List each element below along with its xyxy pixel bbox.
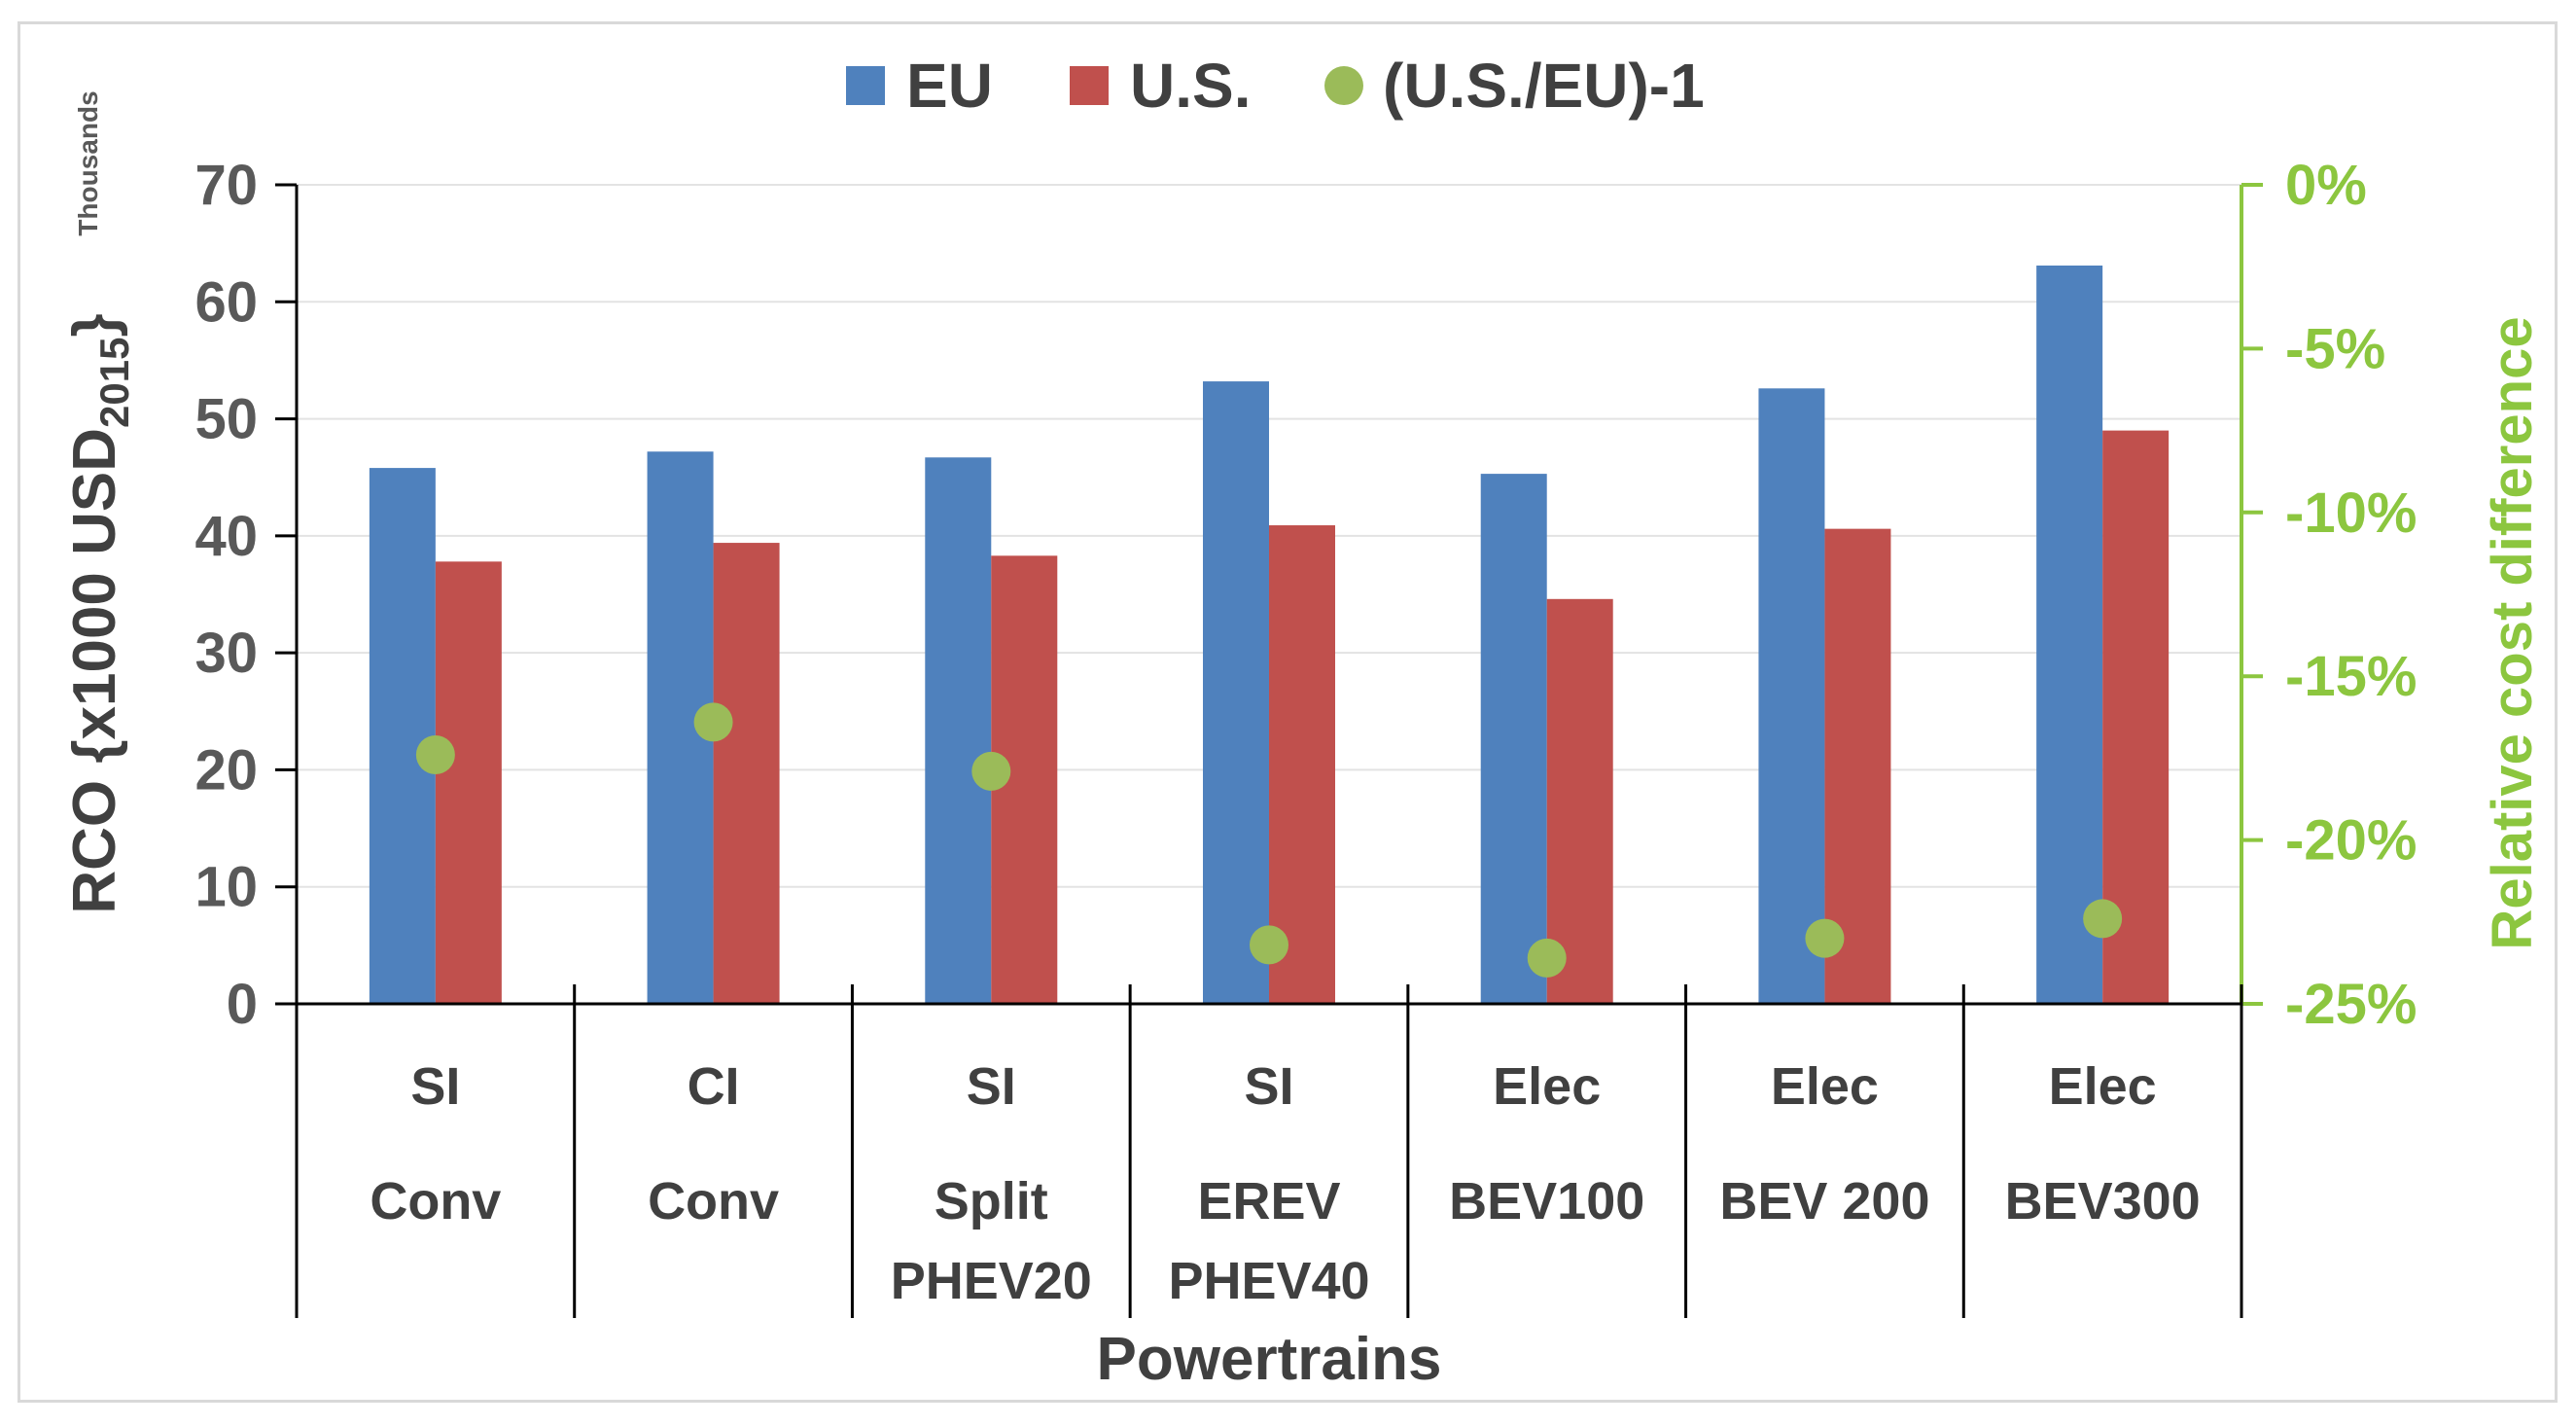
y-tick-label: 10: [194, 856, 258, 919]
category-label-line1: Elec: [1771, 1057, 1879, 1116]
y-tick-label: 70: [194, 154, 258, 217]
y-units-label: Thousands: [73, 90, 103, 235]
category-label-line2: Split: [935, 1172, 1048, 1230]
y-tick-label: 50: [194, 388, 258, 451]
y2-tick-label: -5%: [2285, 317, 2385, 380]
bar-us: [1269, 525, 1335, 1004]
category-label-line1: CI: [688, 1057, 740, 1116]
category-label-line1: SI: [967, 1057, 1016, 1116]
ratio-point: [415, 735, 455, 775]
y2-tick-label: 0%: [2285, 154, 2367, 217]
bar-us: [713, 543, 780, 1004]
legend: EU U.S. (U.S./EU)-1: [846, 51, 1705, 121]
ratio-points: [415, 702, 2123, 978]
category-label-line1: Elec: [1493, 1057, 1601, 1116]
bar-eu: [369, 468, 436, 1004]
category-label-line2: EREV: [1197, 1172, 1340, 1230]
legend-swatch: [1324, 66, 1363, 105]
legend-swatch: [1070, 66, 1109, 105]
bars: [369, 265, 2170, 1005]
y2-tick-label: -25%: [2285, 973, 2417, 1036]
category-label-line1: Elec: [2049, 1057, 2157, 1116]
y-tick-label: 30: [194, 622, 258, 685]
category-label-line2: BEV100: [1449, 1172, 1644, 1230]
y2-axis-title: Relative cost difference: [2481, 316, 2544, 949]
axes: [275, 183, 2263, 1318]
bar-us: [1546, 598, 1613, 1004]
legend-label: EU: [906, 51, 993, 121]
y-axis-title: RCO {x1000 USD2015}: [61, 313, 137, 913]
ratio-point: [1250, 925, 1288, 965]
y2-tick-label: -10%: [2285, 481, 2417, 545]
labels: 0 10 20 30 40 50 60 70 0% -5% -10% -15% -20% -25% SI Co…: [61, 90, 2544, 1393]
category-label-line1: SI: [410, 1057, 460, 1116]
legend-label: U.S.: [1130, 51, 1251, 121]
y2-tick-label: -15%: [2285, 645, 2417, 708]
bar-eu: [1758, 388, 1825, 1005]
y2-tick-label: -20%: [2285, 809, 2417, 873]
y-tick-label: 40: [194, 505, 258, 568]
bar-eu: [2036, 265, 2103, 1004]
category-label-line2: BEV300: [2005, 1172, 2201, 1230]
y-tick-label: 20: [194, 738, 258, 802]
category-label-line2: Conv: [370, 1172, 501, 1230]
ratio-point: [1527, 938, 1567, 978]
ratio-point: [693, 702, 733, 742]
x-axis-title: Powertrains: [1097, 1326, 1442, 1393]
category-label-line2: BEV 200: [1719, 1172, 1929, 1230]
category-label-line3: PHEV20: [891, 1252, 1092, 1310]
y-tick-label: 0: [227, 973, 258, 1036]
category-label-line3: PHEV40: [1168, 1252, 1369, 1310]
bar-eu: [925, 457, 992, 1004]
bar-eu: [1203, 381, 1269, 1005]
legend-label: (U.S./EU)-1: [1383, 51, 1705, 121]
ratio-point: [2083, 899, 2123, 939]
legend-swatch: [846, 66, 885, 105]
bar-eu: [1480, 474, 1547, 1004]
category-label-line1: SI: [1244, 1057, 1293, 1116]
ratio-point: [971, 751, 1011, 791]
bar-us: [435, 561, 502, 1004]
y-tick-label: 60: [194, 270, 258, 334]
ratio-point: [1805, 918, 1845, 958]
category-label-line2: Conv: [648, 1172, 779, 1230]
